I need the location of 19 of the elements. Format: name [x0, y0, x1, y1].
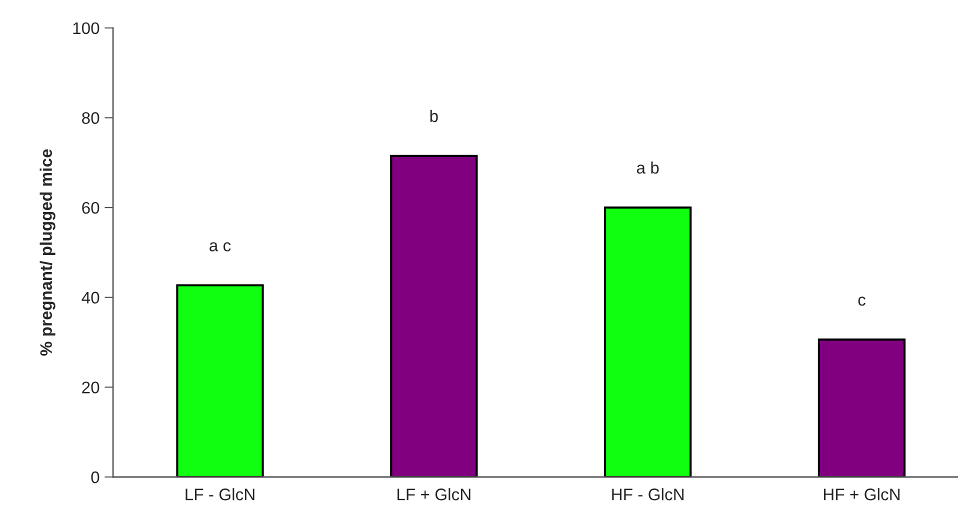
bar	[818, 338, 906, 477]
y-tick-label: 100	[73, 22, 100, 34]
x-tick-label: HF + GlcN	[824, 488, 900, 500]
bar	[604, 206, 692, 477]
bar	[390, 154, 478, 477]
y-axis-title: % pregnant/ plugged mice	[40, 149, 56, 356]
y-tick-label: 0	[91, 471, 100, 484]
x-tick-label: LF - GlcN	[186, 488, 254, 500]
y-tick-label: 80	[82, 112, 100, 124]
x-tick-label: HF - GlcN	[612, 488, 684, 500]
y-tick-label: 60	[82, 202, 100, 214]
annotation: b	[430, 110, 438, 122]
x-tick-label: LF + GlcN	[398, 488, 470, 500]
annotation: a c	[210, 242, 231, 252]
annotation: a b	[636, 161, 659, 174]
y-tick-label: 20	[82, 382, 100, 394]
annotation: c	[858, 296, 866, 306]
y-tick-label: 40	[82, 292, 100, 304]
bar	[176, 284, 264, 477]
